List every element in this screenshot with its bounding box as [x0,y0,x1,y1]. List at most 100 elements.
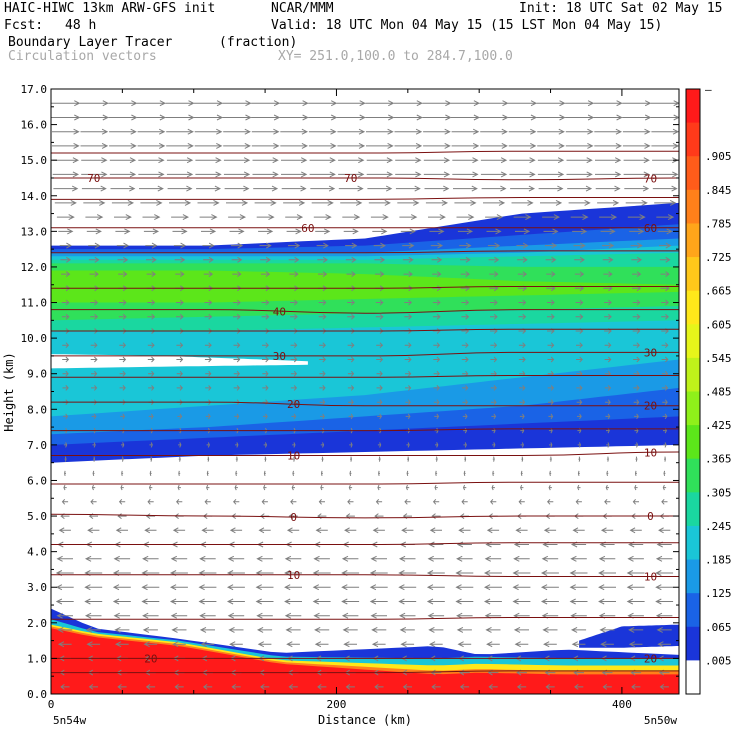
contour-line [51,197,679,200]
vector-arrow [345,256,357,263]
contour-label: 20 [644,400,657,413]
vector-arrow [451,142,480,149]
vector-arrow [319,342,327,349]
vector-arrow [635,456,638,462]
vector-arrow [196,185,222,192]
vector-arrow [462,399,469,406]
vector-arrow [537,142,565,149]
vector-arrow [426,598,445,605]
vector-arrow [510,185,536,192]
vector-arrow [491,484,495,491]
vector-arrow [256,214,275,221]
valid-time: Valid: 18 UTC Mon 04 May 15 (15 LST Mon … [271,18,663,33]
vector-arrow [204,313,213,320]
vector-arrow [600,641,614,648]
vector-arrow [365,114,395,121]
vector-arrow [656,214,675,221]
vector-arrow [61,271,71,278]
vector-arrow [630,242,643,249]
vector-arrow [118,299,127,306]
vector-arrow [463,442,467,448]
vector-arrow [434,484,438,491]
vector-arrow [318,271,328,278]
vector-arrow [537,157,565,164]
vector-arrow [462,413,468,420]
vector-arrow [595,171,622,178]
vector-arrow [633,399,640,406]
vector-arrow [490,498,497,505]
vector-arrow [488,684,498,690]
vector-arrow [460,256,471,263]
vector-arrow [174,256,186,263]
vector-arrow [486,228,502,235]
vector-arrow [548,484,552,491]
vector-arrow [113,612,131,619]
vector-arrow [518,313,527,320]
vector-arrow [319,399,326,406]
vector-arrow [569,598,588,605]
vector-arrow [205,370,212,377]
vector-arrow [370,612,387,619]
vector-arrow [433,370,440,377]
vector-arrow [623,157,650,164]
vector-arrow [456,612,473,619]
vector-arrow [632,299,641,306]
vector-arrow [455,570,474,576]
vector-arrow [574,256,585,263]
vector-arrow [114,626,130,633]
x-axis: 0 200 400 [48,89,632,711]
vector-arrow [315,228,331,235]
vector-arrow [456,214,475,221]
vector-arrow [451,128,480,135]
vector-arrow [594,128,623,135]
vector-arrow [55,598,74,605]
vector-arrow [480,171,508,178]
vector-arrow [400,228,416,235]
vector-arrow [200,641,215,648]
vector-arrow [291,484,295,491]
y-tick-label: 8.0 [27,403,47,416]
vector-arrow [281,171,308,178]
vector-arrow [625,199,648,206]
vector-arrow [659,242,672,249]
vector-arrow [452,157,479,164]
vector-arrow [633,385,640,391]
vector-arrow [313,555,330,562]
vector-arrow [312,598,331,605]
vector-arrow [423,128,451,135]
vector-arrow [429,527,442,534]
vector-arrow [372,228,388,235]
vector-arrow [375,271,385,278]
vector-arrow [603,271,613,277]
vector-arrow [576,342,583,349]
vector-arrow [63,484,67,491]
vector-arrow [547,356,555,363]
vector-arrow [663,470,666,477]
vector-arrow [452,171,479,178]
vector-arrow [117,256,129,263]
vector-arrow [432,299,441,306]
vector-arrow [593,100,623,107]
vector-arrow [602,242,615,249]
vector-arrow [570,214,589,221]
vector-arrow [622,100,652,107]
vector-arrow [604,498,611,505]
vector-arrow [149,470,152,477]
vector-arrow [116,242,130,249]
vector-arrow [378,470,380,476]
vector-arrow [395,171,422,178]
vector-arrow [109,142,137,149]
vector-arrow [402,683,412,690]
vector-arrow [201,527,214,534]
vector-arrow [569,570,588,576]
vector-arrow [375,299,384,306]
vector-arrow [571,641,586,648]
vector-arrow [480,142,508,149]
vector-arrow [432,285,442,292]
vector-arrow [288,683,298,690]
vector-arrow [313,214,332,221]
colorbar-frame [685,88,701,695]
vector-arrow [112,598,131,605]
vector-arrow [292,442,296,448]
vector-arrow [460,271,470,278]
